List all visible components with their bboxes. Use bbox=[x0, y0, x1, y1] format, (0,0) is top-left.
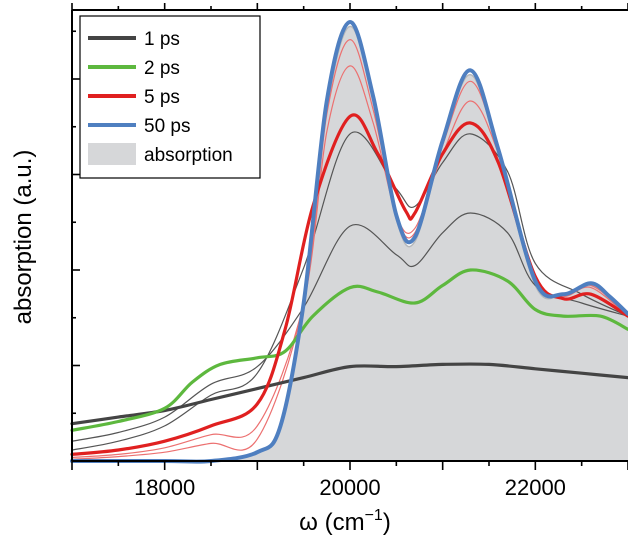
x-tick-label: 20000 bbox=[319, 475, 380, 500]
legend-label-1ps: 1 ps bbox=[144, 29, 180, 50]
x-tick-label: 18000 bbox=[134, 475, 195, 500]
legend: 1 ps 2 ps 5 ps 50 ps absorption bbox=[79, 15, 261, 179]
x-axis-title-main: ω (cm bbox=[299, 509, 364, 536]
legend-swatch-absorption bbox=[88, 143, 136, 165]
legend-label-2ps: 2 ps bbox=[144, 58, 180, 79]
x-tick-label: 22000 bbox=[505, 475, 566, 500]
series-line-50ps bbox=[70, 20, 628, 464]
x-axis-title-superscript: −1 bbox=[365, 507, 383, 524]
series-lines-layer bbox=[70, 20, 628, 464]
absorption-area bbox=[72, 26, 628, 462]
legend-label-5ps: 5 ps bbox=[144, 87, 180, 108]
x-axis-title-close: ) bbox=[383, 509, 391, 536]
tick-marks-layer bbox=[71, 3, 628, 470]
tick-labels-layer: 18000 20000 22000 bbox=[134, 475, 566, 500]
series-line-2ps bbox=[70, 268, 628, 432]
x-axis-title: ω (cm−1) bbox=[299, 507, 391, 536]
legend-label-50ps: 50 ps bbox=[144, 116, 190, 137]
y-axis-title: absorption (a.u.) bbox=[10, 150, 37, 325]
series-line-1ps bbox=[70, 362, 628, 426]
legend-label-absorption: absorption bbox=[144, 145, 233, 166]
